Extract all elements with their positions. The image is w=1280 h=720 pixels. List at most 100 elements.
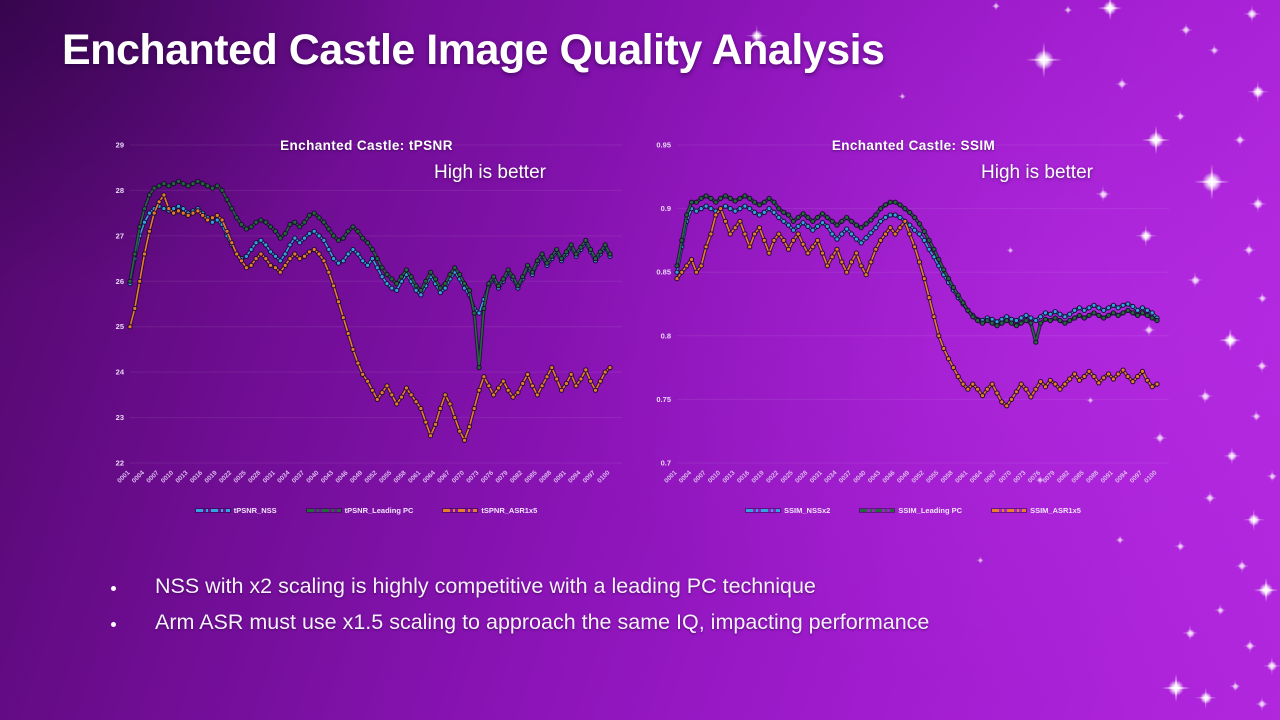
x-tick-label: 0037 [838,469,853,484]
x-tick-label: 0079 [494,469,509,484]
legend-item-SSIM_Leading PC: SSIM_Leading PC [860,506,962,515]
bullet-text-1: NSS with x2 scaling is highly competitiv… [155,574,816,598]
sparkle-star-icon [1223,447,1241,465]
y-tick-label: 0.9 [661,204,671,213]
bullet-dot-icon [111,622,116,627]
ssim-legend: SSIM_NSSx2 SSIM_Leading PC SSIM_ASR1x5 [645,506,1182,515]
y-tick-label: 28 [116,186,124,195]
y-tick-label: 0.85 [656,268,671,277]
sparkle-star-icon [1097,0,1123,21]
x-tick-label: 0058 [393,469,408,484]
x-tick-label: 0091 [553,469,568,484]
sparkle-star-icon [990,0,1002,12]
x-tick-label: 0094 [567,469,582,484]
sparkle-star-icon [1254,358,1270,374]
sparkle-star-icon [1062,4,1074,16]
sparkle-star-icon [975,555,985,565]
x-tick-label: 0070 [998,469,1013,484]
legend-label: tPSNR_NSS [233,506,277,515]
sparkle-star-icon [1255,291,1269,305]
x-tick-label: 0064 [422,469,437,484]
tpsnr-high-is-better-note: High is better [434,162,546,183]
bullet-item: Arm ASR must use x1.5 scaling to approac… [105,610,929,635]
legend-item-tSPNR_ASR1x5: tSPNR_ASR1x5 [443,506,537,515]
y-tick-label: 0.7 [661,459,671,468]
sparkle-star-icon [1241,242,1257,258]
x-tick-label: 0058 [940,469,955,484]
x-tick-label: 0043 [867,469,882,484]
y-tick-label: 29 [116,141,124,150]
ssim-chart-title: Enchanted Castle: SSIM [831,138,996,153]
legend-line-sample-icon [306,509,341,512]
legend-label: SSIM_ASR1x5 [1030,506,1081,515]
sparkle-star-icon [1232,132,1248,148]
x-tick-label: 0010 [160,469,175,484]
bullet-list: NSS with x2 scaling is highly competitiv… [105,574,929,646]
sparkle-star-icon [1254,696,1270,712]
legend-line-sample-icon [195,509,230,512]
tpsnr-legend: tPSNR_NSS tPSNR_Leading PC tSPNR_ASR1x5 [98,506,635,515]
x-tick-label: 0085 [1071,469,1086,484]
x-tick-label: 0088 [538,469,553,484]
x-tick-label: 0076 [480,469,495,484]
sparkle-star-icon [1207,43,1221,57]
x-tick-label: 0052 [911,469,926,484]
sparkle-star-icon [1243,509,1265,531]
ssim-high-is-better-note: High is better [981,162,1093,183]
sparkle-star-icon [1026,42,1062,78]
x-tick-label: 0076 [1027,469,1042,484]
legend-item-SSIM_ASR1x5: SSIM_ASR1x5 [992,506,1081,515]
sparkle-star-icon [1253,577,1279,603]
x-tick-label: 0004 [131,469,146,484]
x-tick-label: 0031 [262,469,277,484]
sparkle-star-icon [1242,638,1258,654]
x-tick-label: 0097 [582,469,597,484]
sparkle-star-icon [897,91,907,101]
x-tick-label: 0073 [1012,469,1027,484]
x-tick-label: 0004 [678,469,693,484]
legend-label: tPSNR_Leading PC [344,506,414,515]
x-tick-label: 0061 [407,469,422,484]
x-tick-label: 0043 [320,469,335,484]
tpsnr-chart-panel: Enchanted Castle: tPSNR High is better 2… [98,130,635,542]
x-tick-label: 0010 [707,469,722,484]
sparkle-star-icon [1218,328,1242,352]
legend-label: SSIM_Leading PC [898,506,963,515]
slide-title: Enchanted Castle Image Quality Analysis [62,26,885,74]
legend-item-SSIM_NSSx2: SSIM_NSSx2 [746,506,830,515]
series-SSIM_ASR1x5 [674,206,1160,409]
x-tick-label: 0025 [233,469,248,484]
sparkle-star-icon [1194,164,1230,200]
x-tick-label: 0070 [451,469,466,484]
sparkle-star-icon [1187,272,1203,288]
legend-label: SSIM_NSSx2 [784,506,831,515]
x-tick-label: 0082 [1056,469,1071,484]
charts-row: Enchanted Castle: tPSNR High is better 2… [98,130,1182,542]
sparkle-star-icon [1249,409,1263,423]
sparkle-star-icon [1263,657,1280,675]
tpsnr-chart-title: Enchanted Castle: tPSNR [280,138,453,153]
series-tSPNR_ASR1x5 [127,192,613,443]
x-tick-label: 0007 [692,469,707,484]
y-tick-label: 0.75 [656,395,671,404]
x-tick-label: 0019 [204,469,219,484]
x-tick-label: 0037 [291,469,306,484]
x-tick-label: 0055 [925,469,940,484]
x-tick-label: 0022 [765,469,780,484]
x-tick-label: 0028 [794,469,809,484]
sparkle-star-icon [1213,603,1227,617]
x-tick-label: 0064 [969,469,984,484]
x-tick-label: 0097 [1129,469,1144,484]
x-tick-label: 0034 [276,469,291,484]
sparkle-star-icon [1197,388,1213,404]
series-SSIM_Leading PC [674,193,1160,345]
y-tick-label: 22 [116,459,124,468]
sparkle-star-icon [1234,558,1250,574]
x-tick-label: 0031 [809,469,824,484]
x-tick-label: 0013 [721,469,736,484]
x-tick-label: 0061 [954,469,969,484]
x-tick-label: 0088 [1085,469,1100,484]
bullet-dot-icon [111,586,116,591]
x-tick-label: 0046 [881,469,896,484]
y-tick-label: 0.8 [661,331,671,340]
